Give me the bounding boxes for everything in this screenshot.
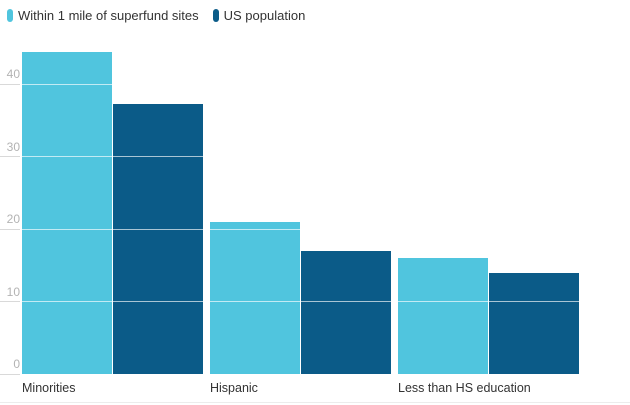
y-axis-tick-label-40: 40 [6, 67, 20, 81]
gridline-20 [22, 228, 579, 230]
x-axis-category-label-minorities: Minorities [22, 381, 76, 395]
y-axis-tick-label-20: 20 [6, 212, 20, 226]
y-axis-tick-label-30: 30 [6, 139, 20, 154]
gridline-10 [22, 301, 579, 302]
y-axis-tick-label-10: 10 [6, 284, 20, 299]
gridline-stub-40 [0, 83, 20, 85]
legend-swatch-superfund-icon [7, 9, 13, 22]
gridline-40 [22, 83, 579, 85]
legend-item-us-population: US population [212, 8, 306, 23]
bar-hispanic-superfund [210, 222, 300, 374]
gridline-stub-30 [0, 156, 20, 157]
bottom-divider [0, 402, 630, 403]
legend-swatch-us-population-icon [212, 9, 219, 22]
bar-less-than-hs-education-superfund [398, 258, 488, 374]
gridline-stub-20 [0, 228, 20, 230]
bar-minorities-superfund [22, 52, 112, 374]
bar-minorities-us-population [113, 104, 203, 374]
legend: Within 1 mile of superfund sites US popu… [7, 8, 305, 23]
bar-hispanic-us-population [301, 251, 391, 374]
gridline-30 [22, 156, 579, 157]
legend-item-superfund: Within 1 mile of superfund sites [7, 8, 199, 23]
y-axis-tick-label-0: 0 [13, 357, 20, 371]
bar-less-than-hs-education-us-population [489, 273, 579, 374]
legend-label-superfund: Within 1 mile of superfund sites [18, 8, 199, 23]
x-axis-category-label-less-than-hs: Less than HS education [398, 381, 531, 395]
legend-label-us-population: US population [223, 8, 306, 23]
gridline-stub-0 [0, 373, 20, 375]
x-axis-category-label-hispanic: Hispanic [210, 381, 258, 395]
gridline-stub-10 [0, 301, 20, 302]
